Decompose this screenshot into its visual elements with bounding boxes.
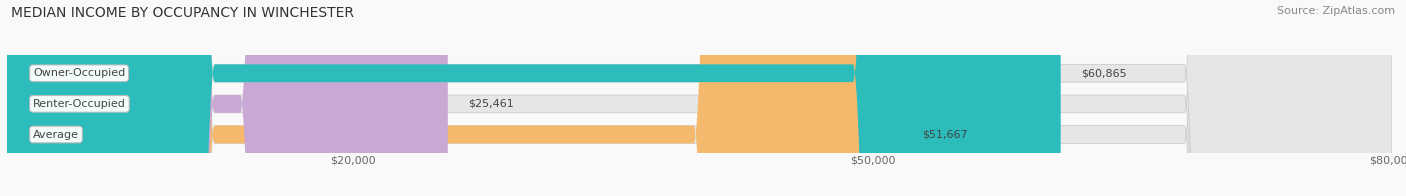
FancyBboxPatch shape: [7, 0, 447, 196]
Text: $25,461: $25,461: [468, 99, 515, 109]
Text: $51,667: $51,667: [922, 130, 967, 140]
FancyBboxPatch shape: [7, 0, 1392, 196]
Text: $60,865: $60,865: [1081, 68, 1128, 78]
FancyBboxPatch shape: [7, 0, 1392, 196]
Text: Average: Average: [32, 130, 79, 140]
Text: Source: ZipAtlas.com: Source: ZipAtlas.com: [1277, 6, 1395, 16]
FancyBboxPatch shape: [7, 0, 1060, 196]
FancyBboxPatch shape: [7, 0, 901, 196]
Text: Owner-Occupied: Owner-Occupied: [32, 68, 125, 78]
Text: Renter-Occupied: Renter-Occupied: [32, 99, 127, 109]
Text: MEDIAN INCOME BY OCCUPANCY IN WINCHESTER: MEDIAN INCOME BY OCCUPANCY IN WINCHESTER: [11, 6, 354, 20]
FancyBboxPatch shape: [7, 0, 1392, 196]
